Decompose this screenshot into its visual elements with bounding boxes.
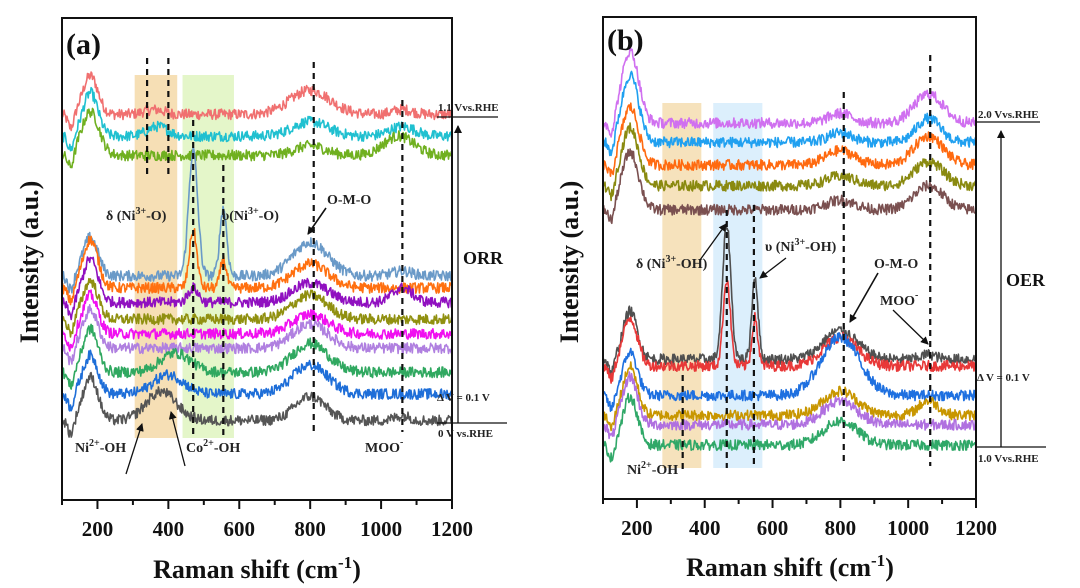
x-tick-label: 200 bbox=[82, 517, 114, 541]
spectrum-series-10 bbox=[602, 371, 977, 440]
spectrum-series-4 bbox=[61, 146, 453, 294]
x-tick-label: 400 bbox=[689, 516, 721, 540]
process-label: OER bbox=[1006, 270, 1046, 290]
x-tick-label: 1200 bbox=[431, 517, 473, 541]
arrow-o-m-o bbox=[849, 272, 879, 323]
annotation-o-m-o: O-M-O bbox=[874, 257, 918, 272]
plot-frame bbox=[61, 17, 453, 501]
axes: 200 400 600 800 1000 1200 bbox=[602, 16, 997, 540]
arrow-delta bbox=[699, 223, 727, 261]
reference-lines bbox=[681, 55, 932, 470]
annotation-moo: MOO- bbox=[880, 290, 918, 309]
annotation-delta-ni3-o: δ (Ni3+-O) bbox=[106, 206, 167, 224]
step-label: Δ V = 0.1 V bbox=[437, 392, 490, 404]
panel-b-oer: 200 400 600 800 1000 1200 (b) Intensity (a.u.… bbox=[555, 16, 1046, 582]
y-axis-label: Intensity (a.u.) bbox=[555, 181, 584, 344]
bottom-potential-label: 1.0 Vvs.RHE bbox=[978, 453, 1039, 465]
x-tick-label: 800 bbox=[825, 516, 857, 540]
x-tick-label: 600 bbox=[224, 517, 256, 541]
annotation-nu-ni3-o: υ(Ni3+-O) bbox=[222, 206, 279, 224]
x-tick-label: 1000 bbox=[360, 517, 402, 541]
spectrum-series-11 bbox=[61, 349, 453, 412]
spectrum-series-9 bbox=[602, 361, 977, 432]
panel-label: (b) bbox=[607, 24, 644, 57]
x-tick-label: 800 bbox=[294, 517, 326, 541]
x-tick-label: 400 bbox=[153, 517, 185, 541]
plot-frame bbox=[602, 16, 977, 500]
bottom-potential-label: 0 V vs.RHE bbox=[438, 428, 493, 440]
spectrum-series-2 bbox=[61, 86, 453, 152]
x-axis-label: Raman shift (cm-1) bbox=[686, 551, 894, 582]
spectrum-series-7 bbox=[61, 277, 453, 338]
spectrum-series-1 bbox=[61, 71, 453, 132]
spectrum-series-11 bbox=[602, 392, 977, 463]
panel-a-orr: 200 400 600 800 1000 1200 (a) Intensity (a.u.… bbox=[15, 17, 507, 584]
arrow-moo bbox=[892, 309, 929, 345]
x-axis-label: Raman shift (cm-1) bbox=[153, 553, 361, 584]
spectrum-series-9 bbox=[61, 304, 453, 366]
reference-lines bbox=[145, 58, 404, 438]
panel-label: (a) bbox=[66, 28, 101, 61]
annotation-ni2-oh: Ni2+-OH bbox=[75, 438, 126, 456]
top-potential-label: 2.0 Vvs.RHE bbox=[978, 109, 1039, 121]
axes: 200 400 600 800 1000 1200 bbox=[61, 17, 473, 541]
spectrum-series-8 bbox=[602, 332, 977, 412]
step-label: Δ V = 0.1 V bbox=[977, 372, 1030, 384]
annotation-delta-ni3-oh: δ (Ni3+-OH) bbox=[636, 254, 708, 272]
process-label: ORR bbox=[463, 248, 504, 268]
arrow-co2-oh bbox=[168, 411, 186, 467]
annotation-ni2-oh: Ni2+-OH bbox=[627, 460, 678, 478]
x-tick-label: 1000 bbox=[887, 516, 929, 540]
spectrum-series-7 bbox=[602, 280, 977, 384]
spectrum-series-8 bbox=[61, 289, 453, 352]
x-tick-label: 200 bbox=[621, 516, 653, 540]
y-axis-label: Intensity (a.u.) bbox=[15, 181, 44, 344]
spectrum-series-3 bbox=[602, 102, 977, 177]
annotation-o-m-o: O-M-O bbox=[327, 193, 371, 208]
spectrum-series-2 bbox=[602, 70, 977, 157]
spectrum-series-10 bbox=[61, 323, 453, 390]
annotation-moo: MOO- bbox=[365, 437, 403, 456]
x-tick-label: 600 bbox=[757, 516, 789, 540]
arrow-ni2-oh bbox=[125, 423, 144, 475]
annotation-co2-oh: Co2+-OH bbox=[186, 438, 240, 456]
annotation-nu-ni3-oh: υ (Ni3+-OH) bbox=[765, 237, 837, 255]
arrow-nu bbox=[759, 257, 787, 279]
spectra-curves bbox=[602, 45, 977, 463]
x-tick-label: 1200 bbox=[955, 516, 997, 540]
spectrum-series-4 bbox=[602, 122, 977, 202]
spectrum-series-3 bbox=[61, 107, 453, 169]
spectrum-series-12 bbox=[61, 371, 453, 438]
spectrum-series-1 bbox=[602, 45, 977, 138]
spectrum-series-5 bbox=[61, 228, 453, 306]
top-potential-label: 1.1 Vvs.RHE bbox=[438, 102, 499, 114]
spectrum-series-6 bbox=[61, 256, 453, 321]
arrow-o-m-o bbox=[307, 207, 327, 235]
spectrum-series-5 bbox=[602, 148, 977, 225]
spectra-curves bbox=[61, 71, 453, 438]
shaded-band bbox=[182, 75, 234, 438]
